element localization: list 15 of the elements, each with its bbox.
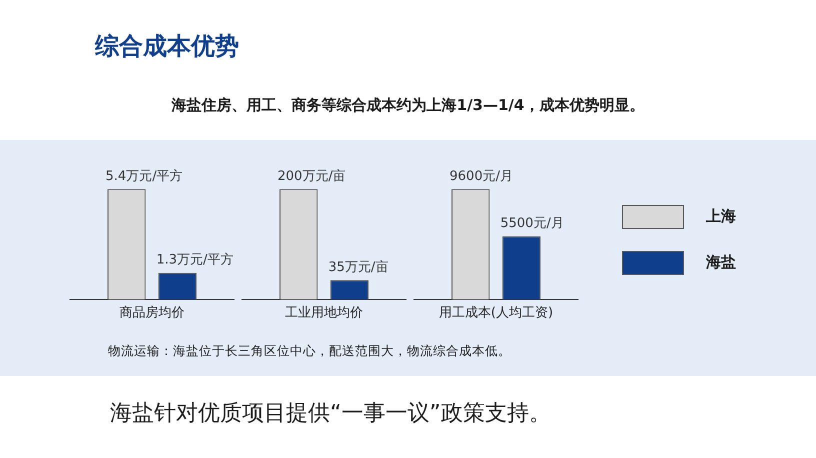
text: 物流运输：海盐位于长三角区位中心，配送范围大，物流综合成本低。 <box>108 343 511 360</box>
data-label: 9600元/月 <box>450 168 513 184</box>
data-label: 200万元/亩 <box>278 168 346 184</box>
data-label: 5.4万元/平方 <box>106 168 183 184</box>
legend-label: 海盐 <box>706 253 736 272</box>
x-tick-label: 用工成本(人均工资) <box>438 306 554 321</box>
legend-label: 上海 <box>706 207 736 226</box>
data-label: 1.3万元/平方 <box>156 252 234 268</box>
chart-title: 综合成本优势 <box>95 31 239 62</box>
data-label: 5500元/月 <box>500 216 564 232</box>
x-tick-label: 工业用地均价 <box>285 306 363 321</box>
x-tick-label: 商品房均价 <box>120 304 184 321</box>
text: 海盐针对优质项目提供“一事一议”政策支持。 <box>110 400 551 428</box>
data-label: 35万元/亩 <box>328 258 388 275</box>
text: 海盐住房、用工、商务等综合成本约为上海1/3—1/4，成本优势明显。 <box>170 96 646 115</box>
